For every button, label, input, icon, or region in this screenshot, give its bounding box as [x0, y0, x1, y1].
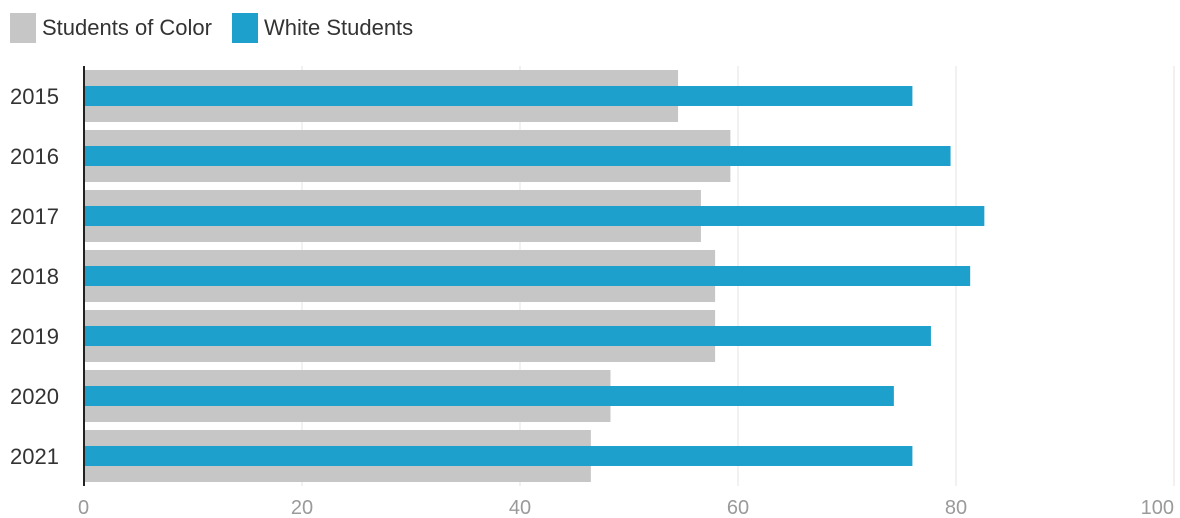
bar-white-students-2019 [84, 326, 931, 346]
y-tick-label-2020: 2020 [10, 384, 59, 409]
bar-white-students-2020 [84, 386, 894, 406]
bar-white-students-2021 [84, 446, 913, 466]
x-tick-label-0: 0 [78, 497, 89, 518]
legend-swatch-white-students [231, 13, 258, 43]
x-tick-label-80: 80 [945, 497, 967, 518]
legend-item-students-of-color: Students of Color [10, 13, 212, 43]
legend-label-students-of-color: Students of Color [42, 15, 212, 40]
bar-white-students-2016 [84, 146, 951, 166]
chart-legend: Students of Color White Students [10, 12, 433, 44]
x-tick-label-100: 100 [1141, 497, 1174, 518]
x-tick-label-60: 60 [727, 497, 749, 518]
legend-swatch-students-of-color [10, 13, 36, 43]
bar-white-students-2015 [84, 86, 913, 106]
x-tick-label-40: 40 [509, 497, 531, 518]
bar-white-students-2018 [84, 266, 971, 286]
y-tick-label-2018: 2018 [10, 264, 59, 289]
y-tick-label-2016: 2016 [10, 144, 59, 169]
legend-item-white-students: White Students [231, 13, 414, 43]
y-tick-label-2019: 2019 [10, 324, 59, 349]
bar-white-students-2017 [84, 206, 985, 226]
legend-label-white-students: White Students [263, 15, 414, 40]
x-tick-label-20: 20 [291, 497, 313, 518]
y-tick-label-2015: 2015 [10, 84, 59, 109]
y-tick-label-2017: 2017 [10, 204, 59, 229]
y-tick-label-2021: 2021 [10, 444, 59, 469]
